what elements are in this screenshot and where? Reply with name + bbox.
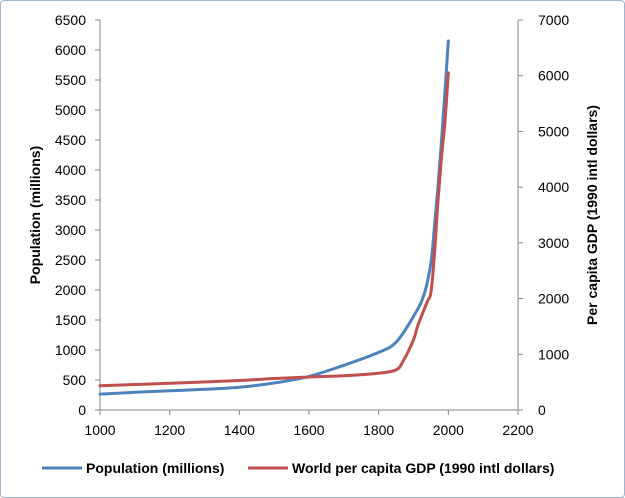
x-axis: 1000 1200 1400 1600 1800 2000 2200 [84,409,534,438]
y-left-tick-label: 6000 [55,42,86,58]
y-left-tick-label: 3000 [55,222,86,238]
y-right-tick-label: 0 [538,402,546,418]
y-left-tick-label: 6500 [55,12,86,28]
y-axis-right-title: Per capita GDP (1990 intl dollars) [584,105,600,325]
y-left-tick-label: 2000 [55,282,86,298]
y-left-tick-label: 500 [63,372,87,388]
y-left-tick-label: 3500 [55,192,86,208]
series-line-gdp [98,71,450,388]
legend-label-gdp: World per capita GDP (1990 intl dollars) [292,460,554,476]
y-left-tick-label: 5000 [55,102,86,118]
x-tick-label: 1400 [224,422,255,438]
y-right-tick-label: 1000 [538,346,569,362]
y-axis-right: 0 1000 2000 3000 4000 5000 6000 7000 [517,12,569,418]
y-right-tick-label: 7000 [538,12,569,28]
y-right-tick-label: 4000 [538,179,569,195]
y-right-tick-label: 6000 [538,68,569,84]
x-tick-label: 1000 [84,422,115,438]
y-left-tick-label: 4000 [55,162,86,178]
y-right-tick-label: 3000 [538,235,569,251]
y-left-tick-label: 1500 [55,312,86,328]
series-layer [98,39,450,396]
y-left-tick-label: 0 [78,402,86,418]
y-right-tick-label: 5000 [538,123,569,139]
y-axis-left: 0 500 1000 1500 2000 2500 3000 3500 4000 4500 5000… [55,12,101,418]
x-tick-label: 1800 [363,422,394,438]
x-tick-label: 2000 [433,422,464,438]
y-right-tick-label: 2000 [538,291,569,307]
y-left-tick-label: 5500 [55,72,86,88]
y-left-tick-label: 2500 [55,252,86,268]
y-left-tick-label: 4500 [55,132,86,148]
x-tick-label: 1600 [293,422,324,438]
series-line-population [98,39,450,396]
legend-label-population: Population (millions) [86,460,224,476]
y-axis-left-title: Population (millions) [27,146,43,284]
y-left-tick-label: 1000 [55,342,86,358]
x-tick-label: 2200 [502,422,533,438]
x-tick-label: 1200 [154,422,185,438]
legend: Population (millions) World per capita G… [42,460,554,476]
